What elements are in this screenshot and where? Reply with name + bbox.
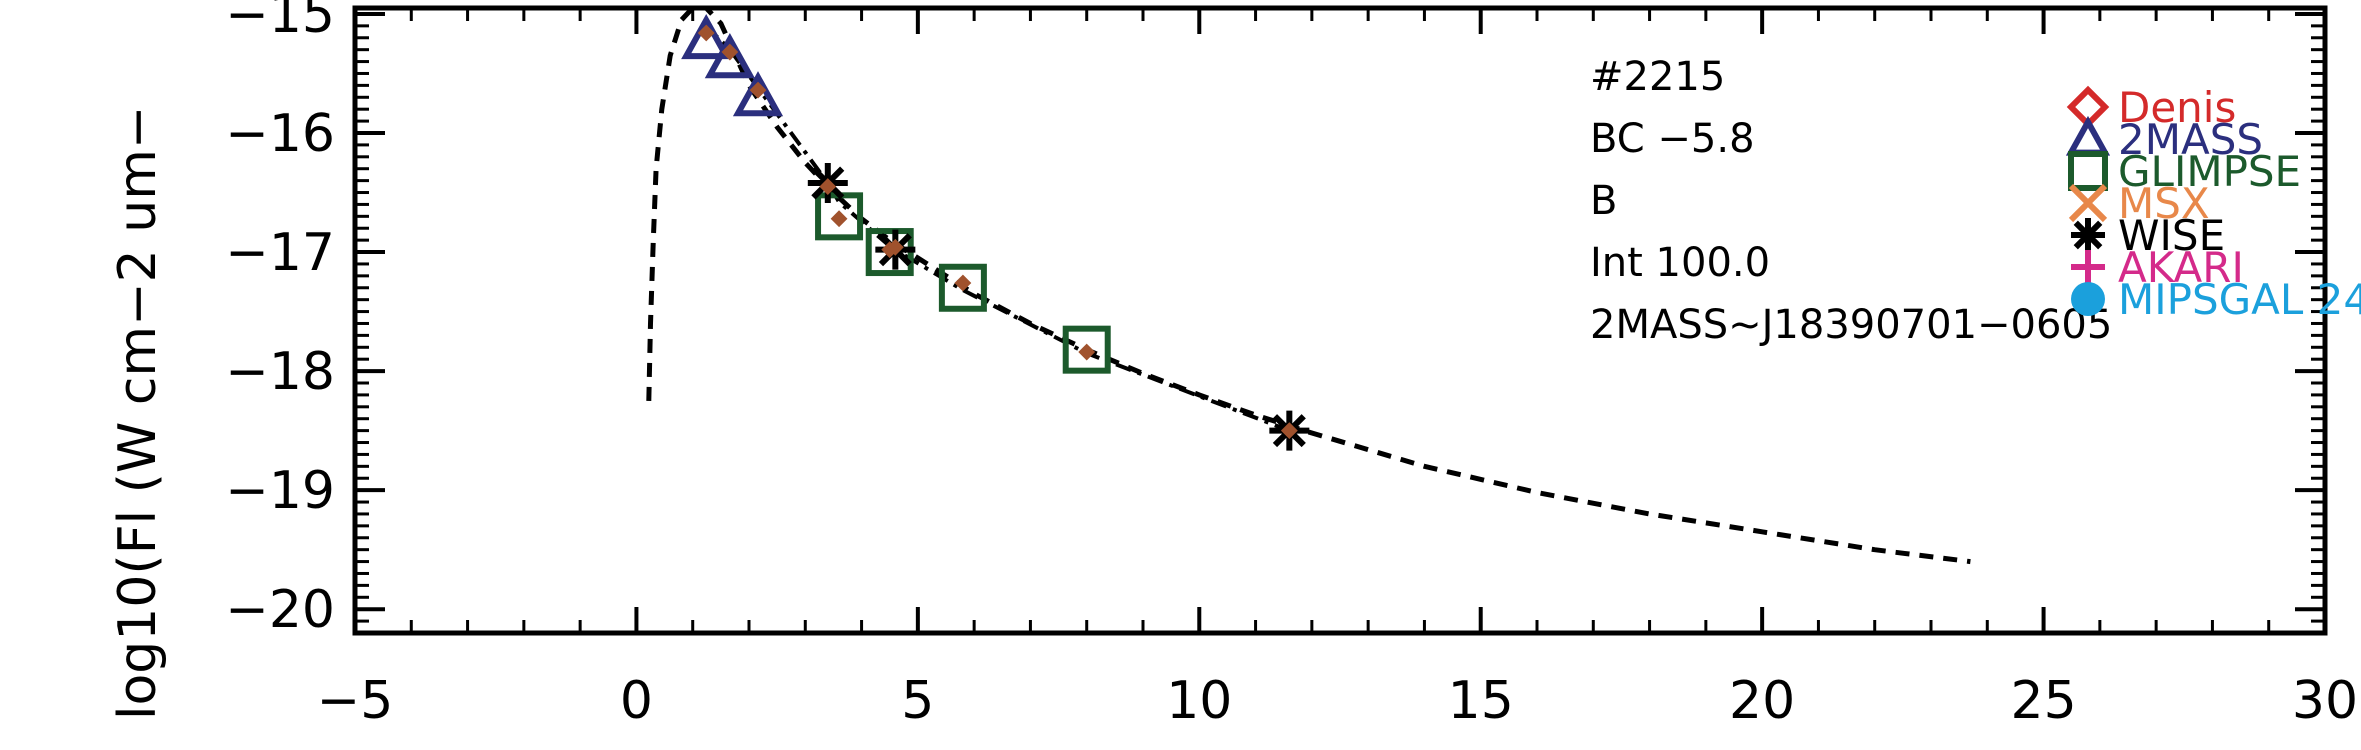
data-points <box>681 13 1310 451</box>
x-tick-label: 15 <box>1448 671 1514 731</box>
legend-label: WISE <box>2118 211 2225 260</box>
legend-marker-plus <box>2071 250 2105 284</box>
y-tick-label: −16 <box>225 104 335 164</box>
legend-label: Denis <box>2118 83 2236 132</box>
x-tick-label: 10 <box>1166 671 1232 731</box>
2mass-point <box>681 13 732 60</box>
axes: −5 0 5 10 15 20 25 30 −15 −16 −17 −18 −19 −20 <box>225 0 2358 731</box>
annotation-source-name: 2MASS~J18390701−0605 <box>1590 302 2112 348</box>
model-flux-point <box>819 178 837 195</box>
glimpse-point <box>1062 325 1111 374</box>
glimpse-point <box>938 263 987 312</box>
model-flux-point <box>1280 422 1298 440</box>
legend-marker-square <box>2068 151 2108 191</box>
legend-entry: Denis <box>2066 83 2236 132</box>
legend-label: 2MASS <box>2118 115 2263 164</box>
model-flux-point <box>721 43 739 61</box>
annotation-class: B <box>1590 178 1617 224</box>
y-tick-label: −18 <box>225 342 335 402</box>
y-tick-label: −17 <box>225 223 335 283</box>
model-flux-point <box>886 238 904 256</box>
legend-label: GLIMPSE <box>2118 147 2301 196</box>
x-tick-label: 25 <box>2010 671 2076 731</box>
legend-marker-triangle <box>2065 115 2111 156</box>
annotation-star-id: #2215 <box>1590 54 1725 100</box>
legend-label: AKARI <box>2118 243 2244 292</box>
x-tick-label: 20 <box>1729 671 1795 731</box>
annotation-int: Int 100.0 <box>1590 240 1770 286</box>
x-tick-label: 0 <box>620 671 653 731</box>
model-flux-point <box>749 81 767 99</box>
x-tick-label: −5 <box>317 671 394 731</box>
legend-label: MSX <box>2118 179 2210 228</box>
legend-label: MIPSGAL 24 <box>2118 275 2361 324</box>
x-tick-label: 5 <box>901 671 934 731</box>
model-flux-point <box>954 274 972 292</box>
legend-entry: AKARI <box>2071 243 2244 292</box>
y-tick-label: −19 <box>225 461 335 521</box>
model-flux-point <box>830 210 848 228</box>
legend-entry: 2MASS <box>2065 115 2263 164</box>
legend-entry: WISE <box>2071 211 2225 260</box>
curves <box>646 5 1971 565</box>
model-flux-point <box>697 24 715 42</box>
fit-curve-dash-dot <box>704 24 1291 433</box>
model-flux-point <box>1078 343 1096 361</box>
legend-entry: MIPSGAL 24 <box>2071 275 2361 324</box>
plot-frame <box>352 5 2328 636</box>
annotation-bc: BC −5.8 <box>1590 116 1755 162</box>
y-tick-label: −20 <box>225 580 335 640</box>
2mass-point <box>704 33 755 79</box>
legend-marker-asterisk <box>2071 218 2105 252</box>
legend-marker-x <box>2068 183 2108 223</box>
y-axis-label: log10(Fl (W cm−2 um− <box>108 106 168 720</box>
model-curve-dashed <box>646 5 1971 565</box>
2mass-point <box>732 71 784 117</box>
legend-entry: MSX <box>2068 179 2210 228</box>
legend-entry: GLIMPSE <box>2068 147 2301 196</box>
y-tick-label: −15 <box>225 0 335 45</box>
labels: log10(Fl (W cm−2 um− #2215 BC −5.8 B Int… <box>108 54 2112 720</box>
legend-marker-circle <box>2071 282 2105 316</box>
x-tick-label: 30 <box>2292 671 2358 731</box>
